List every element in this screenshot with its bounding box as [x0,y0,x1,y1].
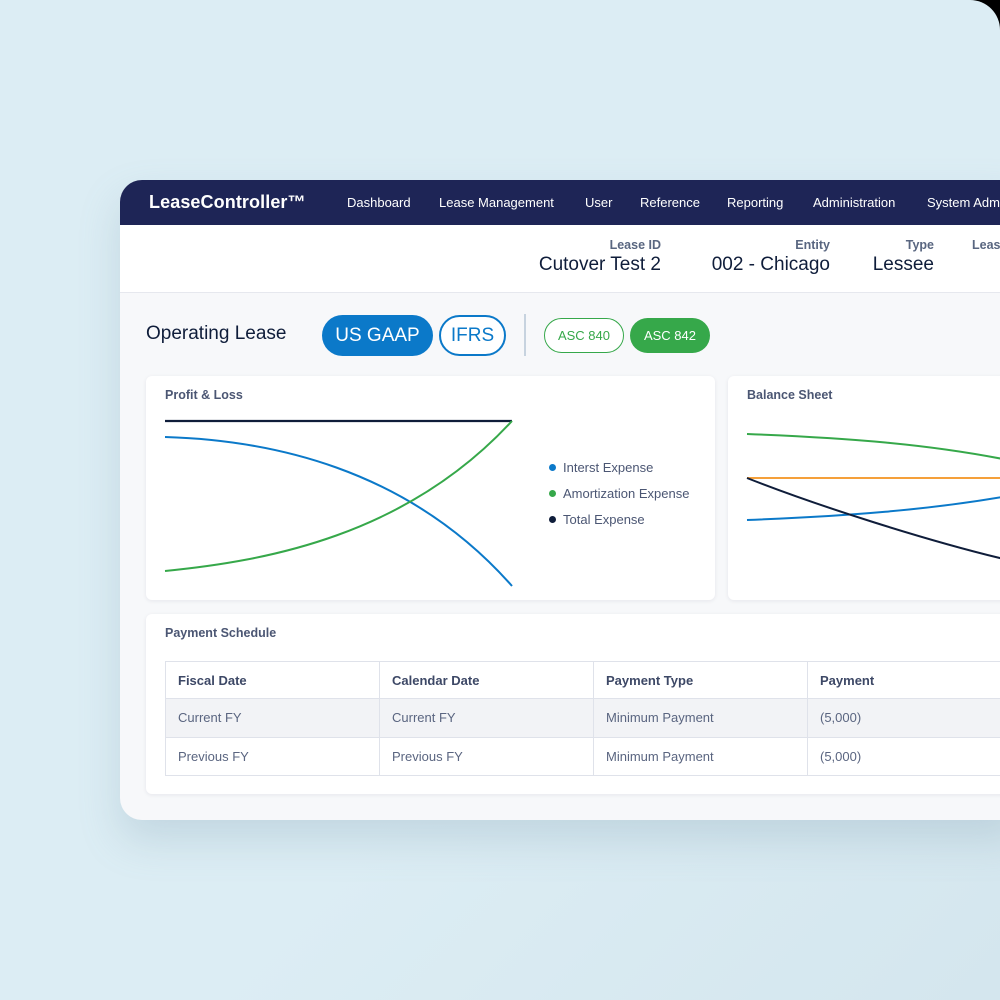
legend-label: Interst Expense [563,459,654,475]
nav-dashboard[interactable]: Dashboard [347,195,411,210]
us-gaap-toggle[interactable]: US GAAP [322,315,433,356]
lease-id-label: Lease ID [609,238,661,252]
app-window: LeaseController™ Dashboard Lease Managem… [120,180,1000,820]
profit-loss-legend: Interst Expense Amortization Expense Tot… [549,454,689,532]
legend-total-expense: Total Expense [549,506,689,532]
nav-reference[interactable]: Reference [640,195,700,210]
legend-label: Amortization Expense [563,485,690,501]
type-field: Type Lessee [873,238,934,276]
column-header-fiscal-date[interactable]: Fiscal Date [165,661,380,699]
table-row[interactable]: Previous FY Previous FY Minimum Payment … [165,736,1000,776]
legend-dot-icon [549,463,556,471]
asc-840-toggle[interactable]: ASC 840 [544,318,624,353]
column-header-payment[interactable]: Payment [807,661,1000,699]
lease-extra-label: Leas [972,238,1000,252]
cell-fiscal-date: Current FY [165,698,380,738]
nav-system-admin[interactable]: System Adm [927,195,1000,210]
profit-loss-card: Profit & Loss Interst Expense Amortizati… [146,376,715,600]
table-row[interactable]: Current FY Current FY Minimum Payment (5… [165,698,1000,738]
entity-label: Entity [795,238,830,252]
type-label: Type [905,238,934,252]
profit-loss-title: Profit & Loss [165,388,243,402]
payment-schedule-table: Fiscal Date Calendar Date Payment Type P… [165,661,1000,776]
legend-interest-expense: Interst Expense [549,454,689,480]
legend-amortization-expense: Amortization Expense [549,480,689,506]
nav-lease-management[interactable]: Lease Management [439,195,554,210]
cell-payment-type: Minimum Payment [593,736,808,776]
entity-value: 002 - Chicago [711,254,830,275]
column-header-payment-type[interactable]: Payment Type [593,661,808,699]
balance-sheet-card: Balance Sheet [728,376,1000,600]
entity-field: Entity 002 - Chicago [712,238,830,276]
balance-sheet-title: Balance Sheet [747,388,833,402]
nav-reporting[interactable]: Reporting [727,195,784,210]
asc-842-toggle[interactable]: ASC 842 [630,318,710,353]
toggle-divider [524,314,526,356]
payment-schedule-title: Payment Schedule [165,626,277,640]
lease-id-field: Lease ID Cutover Test 2 [539,238,661,276]
legend-label: Total Expense [563,511,645,527]
cell-payment: (5,000) [807,698,1000,738]
table-header-row: Fiscal Date Calendar Date Payment Type P… [165,661,1000,699]
nav-user[interactable]: User [585,195,613,210]
profit-loss-chart [164,419,513,587]
top-nav: LeaseController™ Dashboard Lease Managem… [120,180,1000,225]
cell-calendar-date: Previous FY [379,736,594,776]
payment-schedule-card: Payment Schedule Fiscal Date Calendar Da… [146,614,1000,794]
lease-id-value: Cutover Test 2 [538,254,661,275]
cell-calendar-date: Current FY [379,698,594,738]
legend-dot-icon [549,515,556,523]
type-value: Lessee [872,254,934,275]
ifrs-toggle[interactable]: IFRS [439,315,506,356]
balance-sheet-chart [746,433,1000,560]
logo: LeaseController™ [149,192,306,212]
nav-administration[interactable]: Administration [813,195,896,210]
legend-dot-icon [549,489,556,497]
column-header-calendar-date[interactable]: Calendar Date [379,661,594,699]
cell-fiscal-date: Previous FY [165,736,380,776]
cell-payment: (5,000) [807,736,1000,776]
lease-info-bar: Lease ID Cutover Test 2 Entity 002 - Chi… [120,225,1000,293]
lease-extra-field: Leas [972,238,1000,252]
cell-payment-type: Minimum Payment [593,698,808,738]
lease-type-label: Operating Lease [146,323,287,344]
